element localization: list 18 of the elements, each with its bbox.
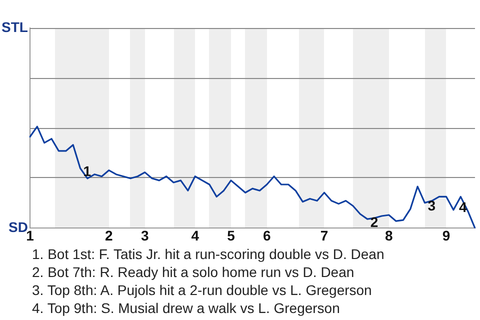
text: 3. Top 8th: A. Pujols hit a 2-run double vs L. Gregerson <box>32 281 373 299</box>
annotation: 3 <box>428 198 436 214</box>
text: 1. Bot 1st: F. Tatis Jr. hit a run-scoring double vs D. Dean <box>32 245 386 263</box>
text: 4. Top 9th: S. Musial drew a walk vs L. Gregerson <box>32 299 341 317</box>
x-tick-label: 4 <box>191 227 200 244</box>
annotation: 1 <box>83 163 92 180</box>
text: STL <box>2 19 28 35</box>
x-tick-label: 2 <box>105 227 114 244</box>
x-tick-label: 3 <box>140 227 149 244</box>
x-tick-label: 6 <box>262 227 271 244</box>
x-tick-label: 8 <box>384 227 393 244</box>
x-tick-label: 5 <box>227 227 236 244</box>
x-tick-label: 9 <box>442 227 450 244</box>
text: 2. Bot 7th: R. Ready hit a solo home run vs D. Dean <box>32 263 356 281</box>
x-tick-label: 1 <box>26 227 34 244</box>
x-tick-label: 7 <box>320 227 328 244</box>
annotation: 2 <box>370 214 378 230</box>
text: SD <box>8 219 28 236</box>
